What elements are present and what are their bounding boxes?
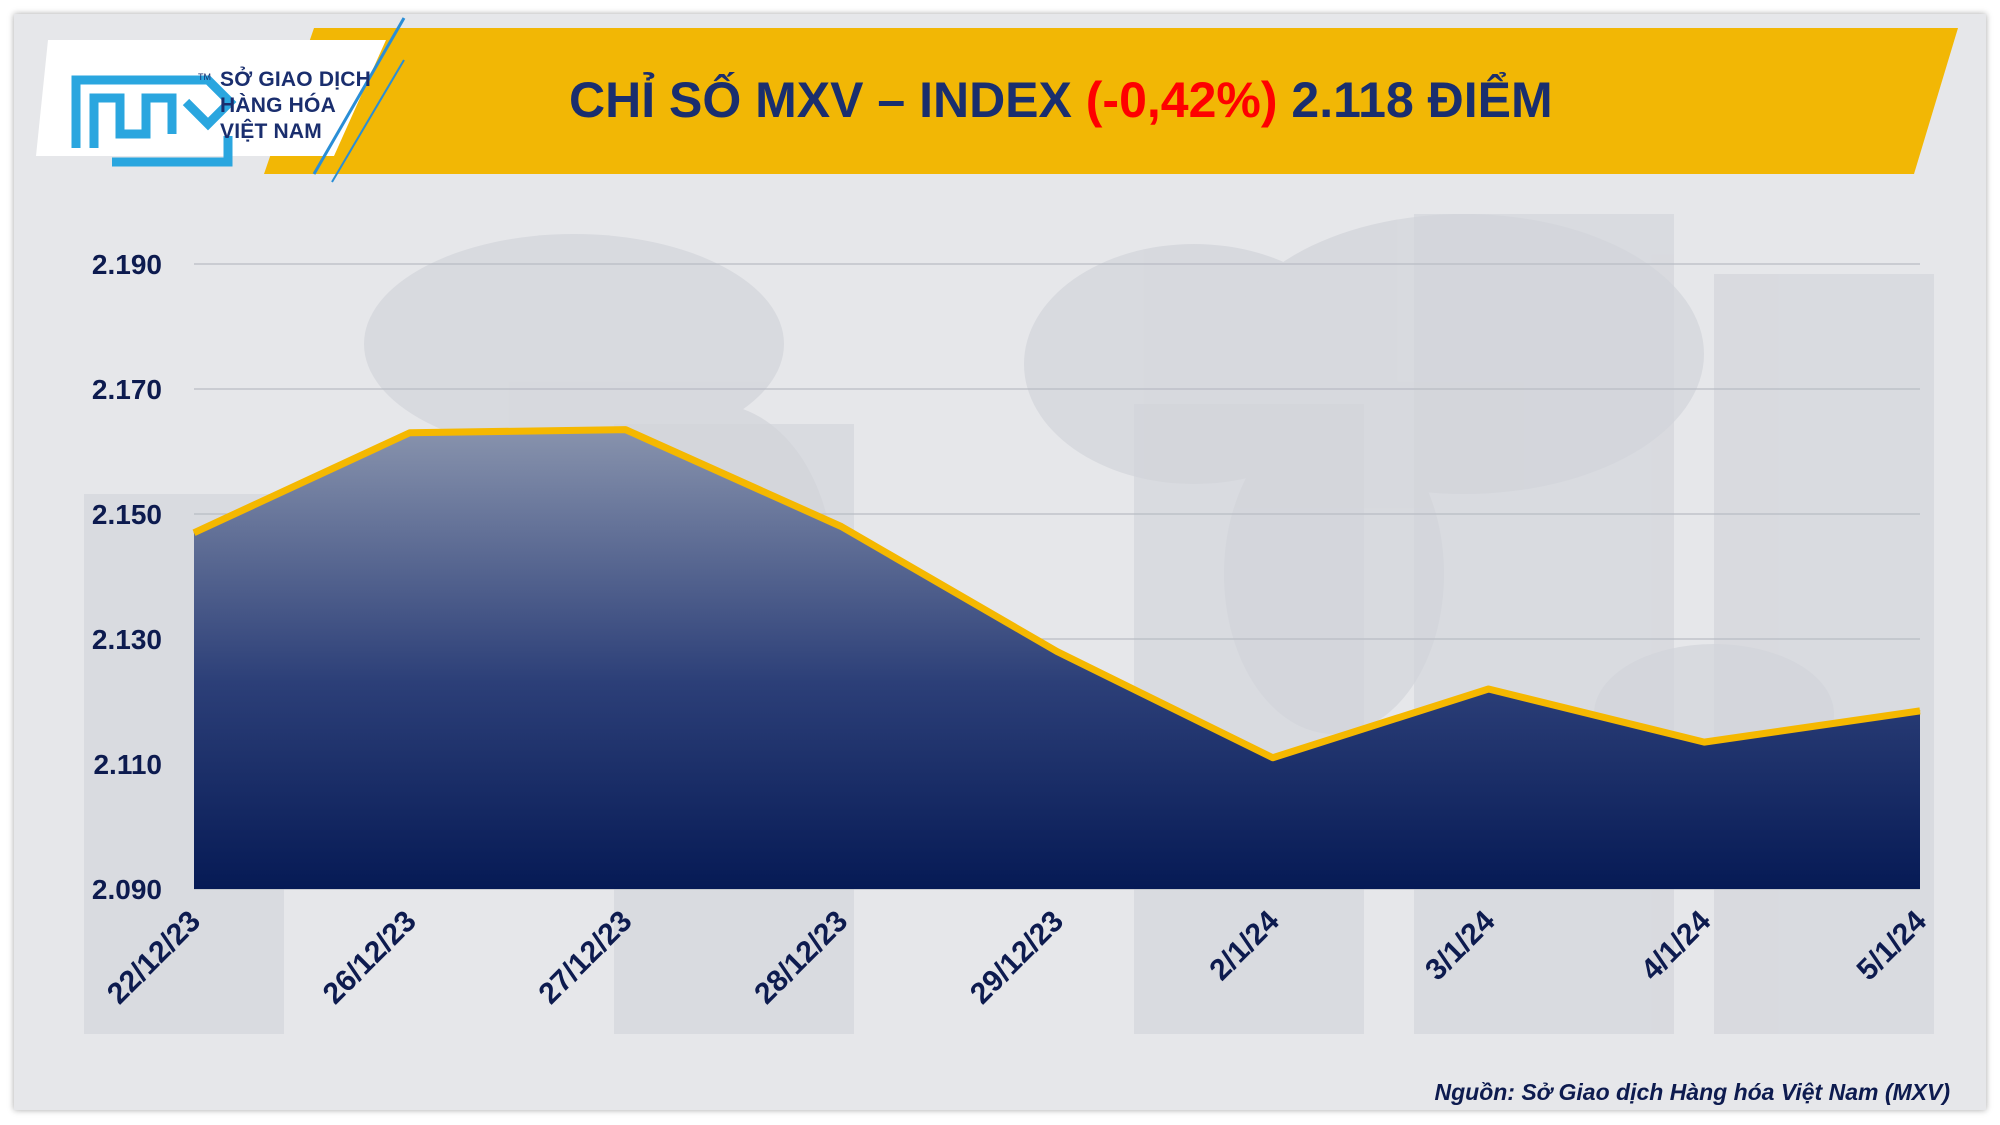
data-point — [1272, 757, 1274, 759]
y-tick-label: 2.190 — [92, 249, 162, 280]
title-value: 2.118 ĐIỂM — [1277, 72, 1553, 128]
chart-frame: TM SỞ GIAO DỊCH HÀNG HÓA VIỆT NAM CHỈ SỐ… — [14, 14, 1986, 1110]
mxv-logo-icon — [71, 75, 237, 167]
y-axis: 2.090 2.110 2.130 2.150 2.170 2.190 — [92, 249, 162, 905]
area-fill — [194, 429, 1920, 889]
data-point — [409, 432, 411, 434]
title-main: CHỈ SỐ MXV – INDEX — [569, 72, 1086, 128]
x-axis: 22/12/23 26/12/23 27/12/23 28/12/23 29/12/23… — [101, 904, 1933, 1010]
data-point — [625, 429, 626, 431]
logo-text-line-2: HÀNG HÓA — [220, 94, 336, 117]
x-tick-label: 4/1/24 — [1635, 904, 1718, 987]
x-tick-label: 2/1/24 — [1203, 904, 1286, 987]
y-tick-label: 2.110 — [93, 749, 162, 780]
title-change-percent: (-0,42%) — [1085, 72, 1278, 128]
x-tick-label: 26/12/23 — [317, 905, 423, 1011]
accent-line — [331, 59, 405, 183]
data-point — [1488, 688, 1489, 690]
data-point — [1919, 710, 1921, 712]
data-point — [1703, 741, 1705, 743]
y-tick-label: 2.150 — [92, 499, 162, 530]
logo-text-line-1: SỞ GIAO DỊCH — [220, 68, 371, 91]
y-tick-label: 2.090 — [92, 874, 162, 905]
trademark-mark: TM — [198, 72, 211, 82]
x-tick-label: 29/12/23 — [964, 905, 1070, 1011]
accent-line — [312, 17, 406, 175]
x-tick-label: 27/12/23 — [533, 905, 639, 1011]
data-point — [193, 532, 195, 534]
data-point — [1056, 651, 1058, 652]
title-banner-shape — [264, 28, 1958, 174]
logo-text-line-3: VIỆT NAM — [220, 120, 322, 143]
source-note: Nguồn: Sở Giao dịch Hàng hóa Việt Nam (M… — [1434, 1079, 1950, 1105]
data-point — [840, 526, 842, 527]
x-tick-label: 5/1/24 — [1851, 904, 1934, 987]
header-banner — [36, 17, 1958, 183]
y-tick-label: 2.170 — [92, 374, 162, 405]
x-tick-label: 22/12/23 — [101, 905, 207, 1011]
y-tick-label: 2.130 — [92, 624, 162, 655]
chart-title: CHỈ SỐ MXV – INDEX (-0,42%) 2.118 ĐIỂM — [569, 68, 1569, 132]
x-tick-label: 3/1/24 — [1419, 904, 1502, 987]
x-tick-label: 28/12/23 — [748, 905, 854, 1011]
area-series — [192, 426, 1921, 889]
